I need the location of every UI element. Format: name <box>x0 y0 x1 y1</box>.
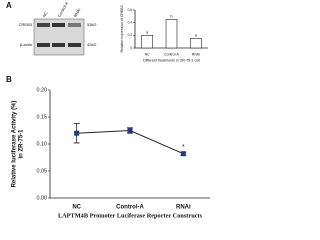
bar <box>190 38 202 49</box>
y-axis-title: Relative expression of CREB3 <box>120 5 124 52</box>
panel-label: B <box>6 75 12 84</box>
y-tick-label: 0.20 <box>37 87 48 93</box>
x-tick-label: Control-A <box>116 205 144 211</box>
line <box>76 129 184 155</box>
bar-annotation: b <box>170 14 173 19</box>
band <box>37 23 50 27</box>
lane-label: RNAi <box>72 7 81 18</box>
x-tick-label: NC <box>72 205 81 211</box>
panel-label: A <box>6 1 12 10</box>
y-axis-title: Relative luciferase Activity (%) <box>12 101 18 188</box>
marker <box>127 128 133 133</box>
band <box>37 43 50 47</box>
x-tick-label: Control-A <box>164 52 179 56</box>
x-axis-title: LAPTM4B Promoter Luciferase Reporter Con… <box>58 212 203 219</box>
marker <box>180 151 186 157</box>
y-tick-label: 0.15 <box>37 114 48 120</box>
row-label: β-actin <box>20 42 32 47</box>
y-tick-label: 0.2 <box>128 33 133 37</box>
y-tick-label: 0 <box>130 46 132 50</box>
y-axis-title: in ZR-75-1 <box>19 129 25 159</box>
y-tick-label: 0.10 <box>37 141 48 147</box>
lane-label: NC <box>41 10 48 18</box>
bar-annotation: a <box>146 29 149 34</box>
size-label: 53kD <box>87 22 96 27</box>
bar <box>165 19 178 49</box>
y-tick-label: 0.4 <box>128 20 133 24</box>
band <box>52 23 65 27</box>
x-tick-label: NC <box>145 52 151 56</box>
y-tick-label: 0.00 <box>37 195 48 201</box>
annotation: * <box>182 144 185 151</box>
band <box>52 43 65 47</box>
y-tick-label: 0.6 <box>128 8 133 12</box>
band <box>68 23 81 27</box>
bar <box>141 35 153 49</box>
lane-label: Control-A <box>56 1 69 18</box>
x-axis-title: Different treatments in ZR-75-1 cell <box>143 58 200 62</box>
x-tick-label: RNAi <box>192 52 200 56</box>
y-tick-label: 0.05 <box>37 168 48 174</box>
band <box>68 43 81 47</box>
row-label: CREB3 <box>19 22 33 27</box>
marker <box>74 130 80 136</box>
axes <box>49 90 210 199</box>
bar-annotation: a <box>195 33 198 38</box>
x-tick-label: RNAi <box>176 205 191 211</box>
size-label: 42kD <box>87 42 96 47</box>
figure: A B NC Control-A RNAi CREB3 β-actin 53kD… <box>6 1 210 219</box>
